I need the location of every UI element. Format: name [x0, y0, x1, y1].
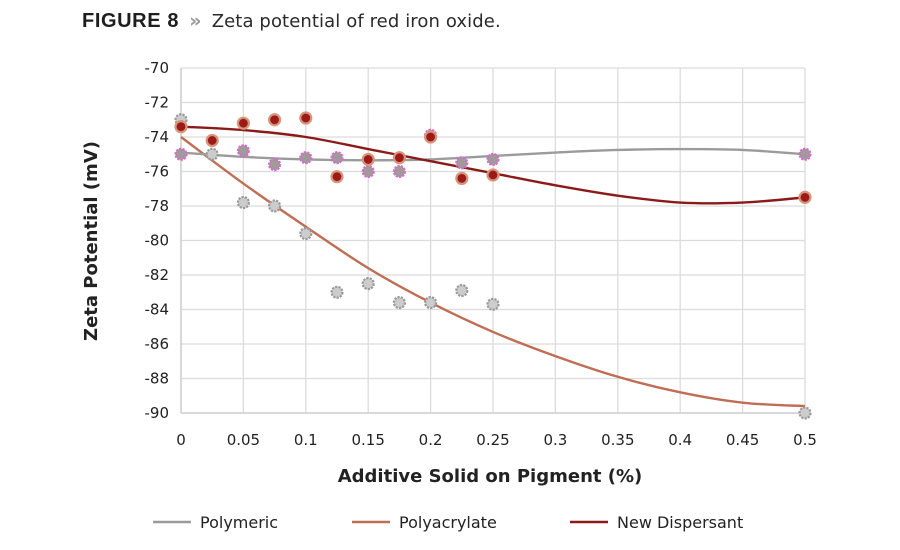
data-point-polyacrylate — [486, 297, 500, 311]
data-point-polyacrylate — [330, 285, 344, 299]
x-tick-label: 0.45 — [726, 431, 759, 449]
data-point-polyacrylate — [455, 283, 469, 298]
data-point-new-dispersant — [486, 168, 500, 182]
data-point-new-dispersant — [455, 171, 469, 185]
x-axis-ticks: 0 0.05 0.1 0.15 0.2 0.25 0.3 0.35 0.4 0.45 0.5 — [176, 431, 817, 449]
data-point-new-dispersant — [299, 111, 313, 125]
y-tick-label: -70 — [145, 59, 170, 77]
legend: Polymeric Polyacrylate New Dispersant — [153, 513, 743, 532]
data-point-new-dispersant — [174, 120, 188, 134]
y-tick-label: -86 — [145, 335, 170, 353]
x-tick-label: 0.3 — [543, 431, 567, 449]
y-tick-label: -90 — [145, 404, 170, 422]
x-tick-label: 0.4 — [668, 431, 692, 449]
data-point-new-dispersant — [424, 130, 438, 144]
y-tick-label: -82 — [145, 266, 170, 284]
data-point-polyacrylate — [268, 199, 282, 213]
data-point-polyacrylate — [205, 147, 219, 161]
data-point-new-dispersant — [392, 151, 406, 165]
legend-label-polyacrylate: Polyacrylate — [399, 513, 497, 532]
data-point-new-dispersant — [361, 152, 375, 167]
x-tick-label: 0.2 — [419, 431, 443, 449]
y-axis-title: Zeta Potential (mV) — [81, 141, 102, 341]
figure-label: FIGURE 8 — [82, 10, 180, 32]
y-tick-label: -80 — [145, 232, 170, 250]
data-point-polyacrylate — [424, 296, 438, 310]
legend-label-new-dispersant: New Dispersant — [617, 513, 743, 532]
data-point-polymeric — [174, 147, 188, 161]
data-point-new-dispersant — [268, 113, 282, 127]
y-axis-ticks: -70 -72 -74 -76 -78 -80 -82 -84 -86 -88 -90 — [145, 59, 170, 422]
x-tick-label: 0.5 — [793, 431, 817, 449]
figure-caption: Zeta potential of red iron oxide. — [211, 11, 501, 32]
y-tick-label: -88 — [145, 370, 170, 388]
data-point-polymeric — [236, 144, 250, 158]
data-point-polyacrylate — [392, 296, 406, 310]
data-markers — [174, 111, 812, 420]
data-point-polymeric — [486, 152, 500, 167]
data-point-polymeric — [455, 156, 469, 170]
legend-label-polymeric: Polymeric — [200, 513, 278, 532]
data-point-polymeric — [392, 164, 406, 179]
x-tick-label: 0.25 — [476, 431, 509, 449]
data-point-polyacrylate — [236, 195, 250, 210]
x-tick-label: 0.35 — [601, 431, 634, 449]
x-axis-title: Additive Solid on Pigment (%) — [338, 466, 643, 487]
y-tick-label: -76 — [145, 163, 170, 181]
data-point-polymeric — [299, 151, 313, 165]
y-tick-label: -84 — [145, 301, 170, 319]
trend-line-polyacrylate — [180, 136, 806, 408]
data-point-polymeric — [798, 147, 812, 161]
data-point-polyacrylate — [299, 227, 313, 241]
data-point-new-dispersant — [205, 133, 219, 148]
data-point-new-dispersant — [798, 190, 812, 204]
data-point-polyacrylate — [798, 406, 812, 420]
y-tick-label: -78 — [145, 197, 170, 215]
y-tick-label: -74 — [145, 128, 170, 146]
x-tick-label: 0.05 — [227, 431, 260, 449]
x-tick-label: 0 — [176, 431, 186, 449]
data-point-new-dispersant — [330, 170, 344, 184]
x-tick-label: 0.15 — [351, 431, 384, 449]
x-tick-label: 0.1 — [294, 431, 318, 449]
data-point-new-dispersant — [236, 116, 250, 130]
y-tick-label: -72 — [145, 94, 170, 112]
data-point-polymeric — [268, 158, 282, 172]
data-point-polymeric — [361, 164, 375, 179]
data-point-polymeric — [330, 151, 344, 165]
figure-title: FIGURE 8 » Zeta potential of red iron ox… — [82, 10, 501, 33]
data-point-polyacrylate — [361, 277, 375, 291]
chevron-separator-icon: » — [189, 10, 202, 32]
